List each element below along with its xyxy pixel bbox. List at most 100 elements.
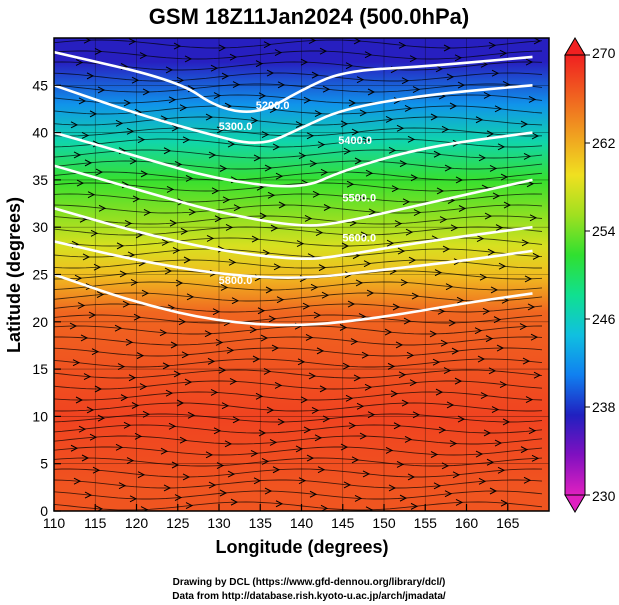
flow-arrow (115, 443, 124, 451)
flow-arrow (355, 279, 364, 287)
flow-arrow (140, 170, 149, 178)
flow-arrow (491, 406, 500, 413)
flow-arrow (86, 406, 95, 414)
contour-line (54, 273, 533, 327)
flow-arrow (435, 388, 444, 396)
flow-arrow (218, 366, 227, 374)
flow-arrow (304, 215, 313, 222)
flow-arrow (266, 406, 275, 414)
flow-arrow (385, 116, 394, 123)
y-tick-label: 0 (40, 503, 48, 519)
flow-arrow (207, 357, 216, 365)
flow-arrow (174, 494, 183, 502)
flow-arrow (407, 473, 416, 481)
x-tick-label: 140 (290, 515, 314, 531)
flow-arrow (348, 99, 357, 107)
flow-arrow (457, 415, 466, 423)
flow-arrow (410, 502, 419, 510)
flow-arrow (180, 227, 189, 235)
flow-arrow (392, 303, 401, 311)
flow-arrow (436, 187, 445, 195)
flow-arrow (318, 264, 327, 272)
flow-arrow (306, 454, 315, 462)
flow-arrow (440, 339, 449, 347)
flow-arrow (266, 69, 275, 77)
flow-arrow (116, 242, 125, 250)
flow-arrow (406, 351, 415, 359)
colorbar-ticks: 230 238 246 254 262 270 (585, 45, 616, 504)
flow-arrow (357, 194, 366, 202)
flow-arrow (451, 347, 460, 355)
flow-arrow (319, 385, 328, 393)
flow-arrow (224, 440, 233, 448)
flow-arrow (220, 284, 229, 291)
flow-arrow (396, 460, 405, 468)
flow-arrow (340, 443, 349, 451)
flow-arrow (139, 383, 148, 391)
flow-arrow (309, 490, 318, 498)
contour-label: 5200.0 (256, 100, 290, 112)
flow-arrow (446, 73, 455, 81)
streamline (54, 292, 543, 302)
flow-arrow (499, 49, 508, 57)
streamline (54, 83, 543, 93)
flow-arrow (277, 418, 286, 426)
x-tick-label: 120 (125, 515, 149, 531)
flow-arrow (343, 481, 352, 489)
flow-arrow (168, 96, 177, 104)
y-tick-label: 10 (32, 408, 48, 424)
flow-arrow (399, 160, 408, 168)
contour-line (54, 207, 533, 261)
flow-arrow (219, 489, 228, 497)
flow-arrow (92, 140, 101, 148)
flow-arrow (319, 47, 328, 55)
flow-arrow (343, 147, 352, 155)
y-tick-label: 20 (32, 314, 48, 330)
flow-arrow (452, 471, 461, 479)
flow-arrow (520, 120, 529, 128)
flow-arrow (483, 91, 492, 99)
flow-arrow (95, 168, 104, 176)
flow-arrow (386, 239, 395, 247)
streamline (54, 457, 543, 467)
flow-arrow (166, 185, 175, 193)
flow-arrow (265, 286, 274, 294)
flow-arrow (298, 152, 307, 160)
flow-arrow (495, 224, 504, 232)
flow-arrow (273, 263, 282, 271)
flow-arrow (400, 279, 409, 286)
flow-arrow (268, 315, 277, 323)
streamline (54, 303, 543, 313)
flow-arrow (187, 411, 196, 419)
flow-arrow (434, 269, 443, 277)
flow-arrow (306, 132, 315, 140)
flow-arrow (397, 247, 406, 255)
flow-arrow (75, 59, 84, 66)
flow-arrow (433, 150, 442, 158)
flow-arrow (455, 498, 464, 506)
contour-label: 5800.0 (219, 275, 253, 287)
flow-arrow (178, 318, 187, 326)
flow-arrow (530, 333, 539, 341)
flow-arrow (81, 454, 90, 462)
flow-arrow (449, 102, 458, 110)
colorbar-tick-label: 230 (592, 488, 616, 504)
flow-arrow (364, 51, 373, 59)
streamline (54, 193, 543, 203)
contour-label: 5500.0 (342, 193, 376, 205)
flow-arrow (80, 334, 89, 342)
flow-arrow (168, 422, 177, 430)
flow-arrow (214, 215, 223, 223)
flow-arrow (137, 471, 146, 479)
flow-arrow (84, 491, 93, 499)
flow-arrow (308, 372, 317, 380)
flow-arrow (448, 319, 457, 327)
x-tick-label: 150 (372, 515, 396, 531)
flow-arrow (478, 477, 487, 485)
flow-arrow (231, 297, 240, 305)
flow-arrow (362, 136, 371, 144)
flow-arrow (432, 358, 441, 366)
streamline (54, 413, 543, 423)
flow-arrow (258, 429, 267, 437)
flow-arrow (356, 76, 365, 84)
